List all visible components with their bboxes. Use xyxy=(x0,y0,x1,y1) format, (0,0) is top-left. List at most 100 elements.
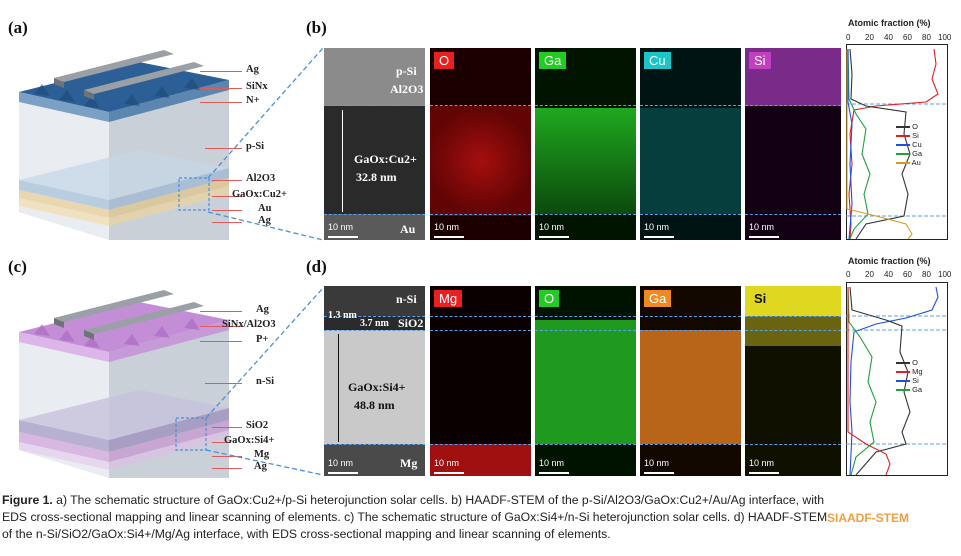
scale-label: 10 nm xyxy=(434,458,460,468)
leader-line xyxy=(212,427,242,428)
scale-bar xyxy=(434,236,464,238)
layer-text: SiO2 xyxy=(398,316,424,330)
scale-bar xyxy=(749,472,779,474)
profile-b-title: Atomic fraction (%) xyxy=(848,18,931,28)
scale-label: 10 nm xyxy=(328,458,354,468)
element-tag: Mg xyxy=(434,290,463,307)
leader-line xyxy=(200,311,242,312)
layer-label: N+ xyxy=(246,95,260,106)
layer-label: SiO2 xyxy=(246,420,269,431)
element-tag: O xyxy=(434,52,455,69)
tick-label: 0 xyxy=(846,270,851,279)
tick-label: 40 xyxy=(884,33,893,42)
leader-line xyxy=(200,326,242,327)
tick-label: 60 xyxy=(903,33,912,42)
profile-b-plot xyxy=(846,44,948,240)
legend-label: Cu xyxy=(912,140,922,149)
schematic-a-figure xyxy=(19,50,229,240)
figure-caption: Figure 1. a) The schematic structure of … xyxy=(2,492,958,543)
scale-label: 10 nm xyxy=(539,458,565,468)
tick-label: 60 xyxy=(903,270,912,279)
leader-line xyxy=(212,196,242,197)
scale-label: 10 nm xyxy=(749,222,775,232)
caption-line-2: EDS cross-sectional mapping and linear s… xyxy=(2,510,828,524)
element-tag: Ga xyxy=(644,290,672,307)
layer-label: Ag xyxy=(258,215,271,226)
legend-label: Mg xyxy=(912,367,923,376)
zoom-lines xyxy=(205,47,324,476)
eds-map-o-b: O 10 nm xyxy=(430,48,531,240)
thickness-text: 1.3 nm xyxy=(328,310,357,321)
leader-line xyxy=(200,71,242,72)
scale-bar xyxy=(644,236,674,238)
layer-text: GaOx:Cu2+ xyxy=(354,152,417,166)
layer-label: GaOx:Cu2+ xyxy=(232,189,287,200)
leader-line xyxy=(212,468,242,469)
layer-label: Al2O3 xyxy=(246,173,276,184)
tick-label: 80 xyxy=(922,270,931,279)
layer-text: Al2O3 xyxy=(390,82,424,96)
leader-line xyxy=(212,180,242,181)
panel-label-b: (b) xyxy=(306,18,327,37)
scale-label: 10 nm xyxy=(328,222,354,232)
leader-line xyxy=(212,456,242,457)
profile-d-title: Atomic fraction (%) xyxy=(848,256,931,266)
panel-label-d: (d) xyxy=(306,257,327,276)
eds-map-ga-b: Ga 10 nm xyxy=(535,48,636,240)
leader-line xyxy=(200,102,242,103)
scale-label: 10 nm xyxy=(749,458,775,468)
tick-label: 80 xyxy=(922,33,931,42)
tick-label: 100 xyxy=(938,33,952,42)
layer-label: Ag xyxy=(246,64,259,75)
tick-label: 40 xyxy=(884,270,893,279)
legend-label: Si xyxy=(912,131,919,140)
panel-label-c: (c) xyxy=(8,257,27,276)
legend-block-d: O Mg Si Ga xyxy=(896,358,923,394)
layer-text: Mg xyxy=(400,456,418,470)
legend-label: Si xyxy=(912,376,919,385)
scale-bar xyxy=(328,236,358,238)
tick-label: 100 xyxy=(938,270,952,279)
scale-bar xyxy=(328,472,358,474)
schematic-c-figure xyxy=(19,290,229,478)
element-tag: O xyxy=(539,290,560,307)
scale-label: 10 nm xyxy=(539,222,565,232)
leader-line xyxy=(212,222,242,223)
layer-label: Mg xyxy=(254,449,270,460)
layer-text: n-Si xyxy=(396,292,417,306)
leader-line xyxy=(205,383,242,384)
caption-line-3: of the n-Si/SiO2/GaOx:Si4+/Mg/Ag interfa… xyxy=(2,527,611,541)
eds-map-o-d: O 10 nm xyxy=(535,286,636,476)
legend-label: O xyxy=(912,358,918,367)
scale-label: 10 nm xyxy=(644,222,670,232)
element-tag: Si xyxy=(754,291,767,306)
scale-label: 10 nm xyxy=(434,222,460,232)
eds-map-mg-d: Mg 10 nm xyxy=(430,286,531,476)
caption-label: Figure 1. xyxy=(2,493,53,507)
eds-map-cu-b: Cu 10 nm xyxy=(640,48,741,240)
caption-line-1: a) The schematic structure of GaOx:Cu2+/… xyxy=(52,493,825,507)
leader-line xyxy=(212,442,230,443)
scale-bar xyxy=(434,472,464,474)
watermark: SIAADF-STEM xyxy=(827,511,909,525)
legend-label: Ga xyxy=(912,385,923,394)
eds-map-si-d: Si 10 nm xyxy=(745,286,841,476)
legend-label: Ga xyxy=(912,149,923,158)
panel-label-a: (a) xyxy=(8,18,28,37)
tick-label: 20 xyxy=(865,270,874,279)
eds-map-ga-d: Ga 10 nm xyxy=(640,286,741,476)
layer-label: Ag xyxy=(256,304,269,315)
profile-d-plot xyxy=(846,282,948,476)
legend-block-b: O Si Cu Ga Au xyxy=(896,122,922,167)
scale-bar xyxy=(539,236,569,238)
tick-label: 20 xyxy=(865,33,874,42)
thickness-text: 32.8 nm xyxy=(356,170,397,184)
layer-label: Au xyxy=(258,203,272,214)
scale-bar xyxy=(644,472,674,474)
layer-label: p-Si xyxy=(246,141,265,152)
thickness-text: 3.7 nm xyxy=(360,318,389,329)
leader-line xyxy=(200,88,242,89)
layer-text: Au xyxy=(400,222,416,236)
layer-text: GaOx:Si4+ xyxy=(348,380,406,394)
layer-label: n-Si xyxy=(256,376,275,387)
